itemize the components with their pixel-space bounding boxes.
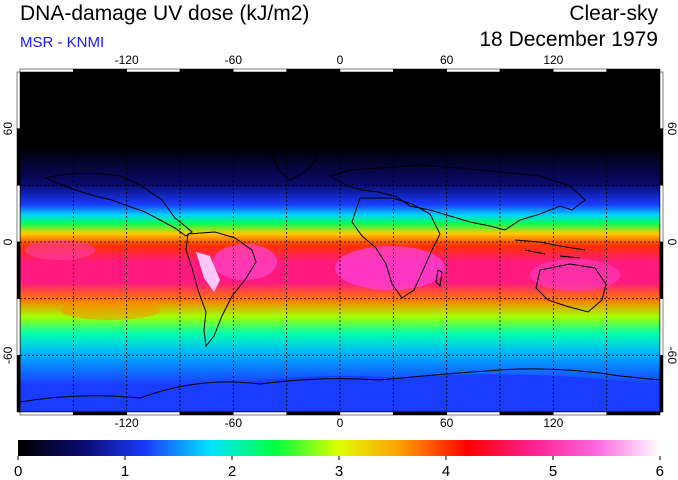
lat-tick-label-left: 0: [1, 238, 15, 245]
uv-hotspots: [20, 240, 660, 412]
frame-segment-left: [16, 298, 21, 356]
coastlines: [20, 147, 660, 403]
longitude-labels-bottom: -120 -60 0 60 120: [115, 416, 564, 430]
frame-segment-left: [16, 185, 21, 243]
coast-australia: [535, 263, 607, 313]
frame-segment-top: [73, 68, 127, 73]
frame-segment-top: [553, 68, 607, 73]
frame-segment-right: [659, 241, 664, 299]
frame-segment-right: [659, 355, 664, 413]
frame-segment-top: [286, 68, 341, 73]
colorbar-tick-label: 2: [228, 463, 236, 480]
date-label: 18 December 1979: [479, 28, 658, 51]
coast-antarctica: [20, 368, 660, 403]
lat-tick-label-left: -60: [1, 346, 15, 364]
map-title: DNA-damage UV dose (kJ/m2): [20, 2, 310, 25]
frame-segment-bottom: [446, 411, 501, 416]
source-label: MSR - KNMI: [20, 34, 105, 51]
frame-segment-top: [393, 68, 447, 73]
frame-segment-bottom: [179, 411, 234, 416]
frame-segment-bottom: [553, 411, 607, 416]
lon-tick-label-bottom: 60: [440, 416, 454, 430]
frame-segment-right: [659, 128, 664, 186]
colorbar-tick-label: 5: [549, 463, 557, 480]
frame-segment-top: [606, 68, 661, 73]
hotspot-pacific: [25, 240, 95, 260]
colorbar-tick-label: 0: [14, 463, 22, 480]
lon-tick-label-bottom: -60: [225, 416, 243, 430]
frame-segment-top: [339, 68, 394, 73]
coast-greenland: [269, 147, 319, 181]
lon-tick-label-top: -60: [225, 53, 243, 67]
frame-segment-left: [16, 71, 21, 129]
lat-tick-label-right: -60: [665, 347, 678, 365]
colorbar-labels: 0 1 2 3 4 5 6: [14, 456, 664, 480]
frame-scale-bars: [16, 68, 664, 416]
lon-tick-label-top: 0: [337, 53, 344, 67]
colorbar: [18, 440, 660, 456]
frame-segment-left: [16, 241, 21, 299]
coast-indonesia: [514, 239, 586, 259]
lat-tick-label-right: 60: [665, 122, 678, 136]
frame-segment-top: [179, 68, 234, 73]
hotspot-south-america: [213, 244, 277, 280]
frame-segment-bottom: [606, 411, 661, 416]
frame-segment-right: [659, 71, 664, 129]
frame-segment-top: [446, 68, 501, 73]
lon-tick-label-top: 120: [543, 53, 563, 67]
band-south-pacific: [60, 300, 160, 320]
gridlines: [20, 72, 660, 412]
lon-tick-label-bottom: 0: [337, 416, 344, 430]
frame-segment-bottom: [393, 411, 447, 416]
colorbar-tick-label: 6: [656, 463, 664, 480]
frame-segment-top: [19, 68, 74, 73]
colorbar-tick-label: 4: [442, 463, 450, 480]
lon-tick-label-bottom: -120: [115, 416, 139, 430]
frame-segment-bottom: [499, 411, 554, 416]
frame-segment-left: [16, 128, 21, 186]
lon-tick-label-top: -120: [115, 53, 139, 67]
hotspot-altiplano: [196, 252, 220, 292]
frame-segment-bottom: [339, 411, 394, 416]
coast-south-america: [185, 231, 257, 348]
colorbar-tick-label: 1: [121, 463, 129, 480]
latitude-labels-left: 60 0 -60: [1, 122, 15, 364]
coast-madagascar: [435, 269, 443, 288]
hotspot-africa: [335, 246, 445, 290]
frame-segment-right: [659, 185, 664, 243]
lat-tick-label-right: 0: [665, 239, 678, 246]
frame-segment-bottom: [233, 411, 287, 416]
lat-tick-label-left: 60: [1, 122, 15, 136]
frame-segment-top: [126, 68, 181, 73]
frame-segment-bottom: [73, 411, 127, 416]
hotspot-australia: [530, 259, 620, 291]
frame-segment-top: [499, 68, 554, 73]
coast-north-america: [43, 172, 193, 237]
lon-tick-label-top: 60: [440, 53, 454, 67]
coast-europe-asia: [328, 164, 586, 231]
frame-segment-bottom: [19, 411, 74, 416]
lon-tick-label-bottom: 120: [543, 416, 563, 430]
frame-segment-bottom: [286, 411, 341, 416]
frame-segment-top: [233, 68, 287, 73]
coast-africa: [351, 197, 441, 299]
frame-segment-left: [16, 355, 21, 413]
colorbar-tick-label: 3: [335, 463, 343, 480]
frame-segment-bottom: [126, 411, 181, 416]
latitude-labels-right: 60 0 -60: [665, 122, 678, 364]
frame-segment-right: [659, 298, 664, 356]
sky-condition-label: Clear-sky: [569, 2, 658, 25]
longitude-labels-top: -120 -60 0 60 120: [115, 53, 564, 67]
